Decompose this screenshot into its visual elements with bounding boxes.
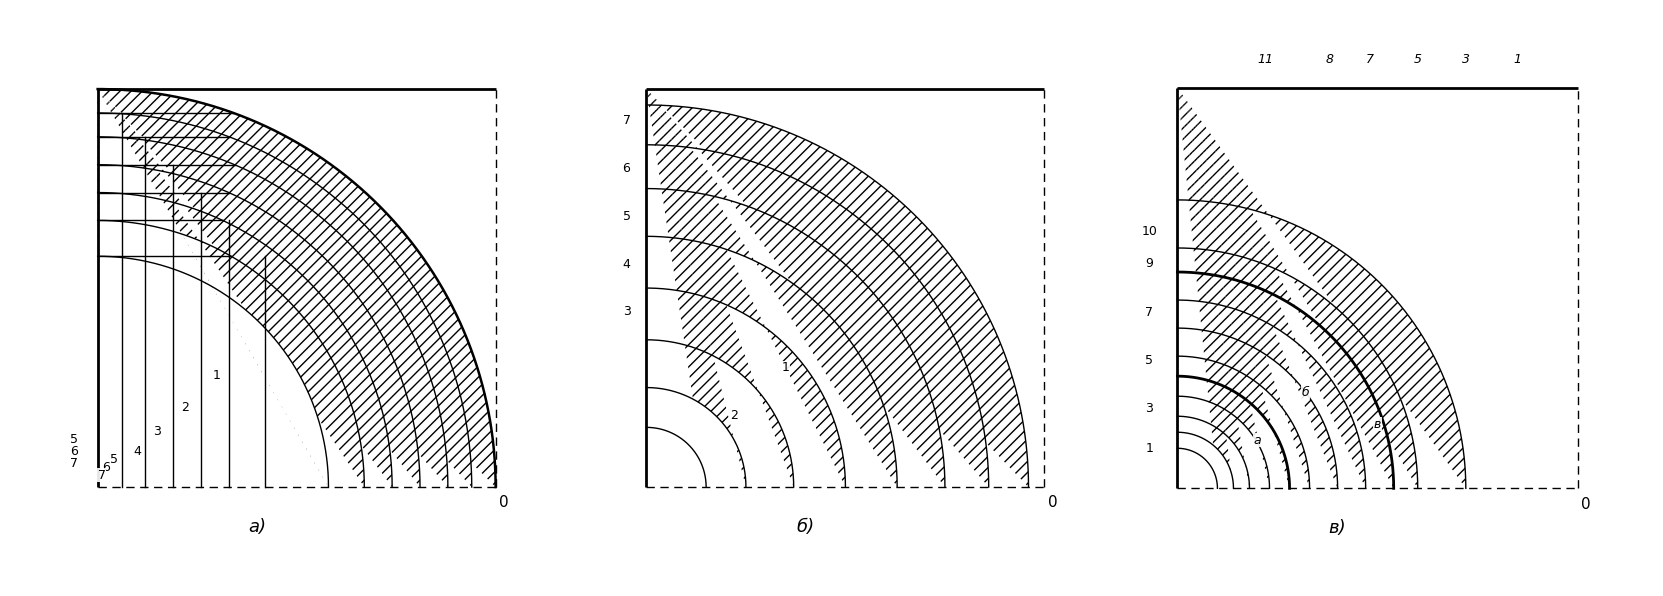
Text: 5: 5 (622, 210, 630, 223)
Polygon shape (647, 89, 1028, 487)
Text: 2: 2 (730, 409, 738, 422)
Text: 2: 2 (181, 401, 190, 414)
Text: 6: 6 (70, 445, 78, 458)
Polygon shape (1177, 88, 1465, 488)
Polygon shape (1177, 88, 1249, 488)
Polygon shape (98, 89, 392, 487)
Text: 1: 1 (782, 361, 790, 374)
Polygon shape (1177, 88, 1309, 488)
Text: 5: 5 (110, 453, 118, 465)
Polygon shape (98, 89, 472, 487)
Polygon shape (1177, 88, 1394, 488)
Text: 3: 3 (153, 425, 161, 438)
Polygon shape (98, 89, 364, 487)
Text: 7: 7 (1146, 306, 1154, 319)
Text: 5: 5 (1146, 353, 1154, 367)
Text: 1: 1 (1146, 442, 1152, 455)
Text: 3: 3 (1146, 402, 1152, 415)
Text: 6: 6 (101, 461, 110, 474)
Polygon shape (647, 89, 896, 487)
Text: 10: 10 (1141, 225, 1157, 238)
Polygon shape (647, 89, 989, 487)
Polygon shape (98, 89, 329, 487)
Polygon shape (1177, 88, 1217, 488)
Polygon shape (1177, 88, 1419, 488)
Polygon shape (98, 89, 421, 487)
Text: б): б) (797, 518, 815, 536)
Text: 5: 5 (1414, 53, 1422, 66)
Polygon shape (98, 89, 496, 487)
Text: в: в (1374, 418, 1382, 431)
Text: 11: 11 (1257, 53, 1274, 66)
Polygon shape (1177, 88, 1289, 488)
Text: б: б (1302, 386, 1309, 399)
Text: 4: 4 (133, 445, 141, 458)
Text: 7: 7 (70, 457, 78, 470)
Polygon shape (1177, 88, 1234, 488)
Polygon shape (1177, 88, 1365, 488)
Polygon shape (1177, 88, 1269, 488)
Text: 1: 1 (1513, 53, 1522, 66)
Text: 9: 9 (1146, 257, 1152, 271)
Polygon shape (647, 89, 945, 487)
Text: 4: 4 (622, 257, 630, 271)
Polygon shape (647, 89, 793, 487)
Text: 5: 5 (70, 433, 78, 446)
Text: 7: 7 (622, 114, 630, 128)
Text: а): а) (248, 518, 266, 536)
Text: 0: 0 (499, 495, 509, 510)
Polygon shape (647, 89, 747, 487)
Text: 0: 0 (1048, 495, 1058, 510)
Text: 1: 1 (213, 369, 221, 382)
Text: а: а (1254, 434, 1261, 447)
Text: 7: 7 (98, 468, 106, 482)
Polygon shape (1177, 88, 1337, 488)
Polygon shape (98, 89, 329, 487)
Text: 3: 3 (1462, 53, 1470, 66)
Text: 7: 7 (1365, 53, 1374, 66)
Text: 3: 3 (622, 305, 630, 318)
Text: 0: 0 (1582, 497, 1591, 512)
Polygon shape (98, 89, 447, 487)
Text: в): в) (1329, 519, 1347, 538)
Polygon shape (647, 89, 707, 487)
Polygon shape (647, 89, 845, 487)
Text: 6: 6 (622, 162, 630, 175)
Text: 8: 8 (1325, 53, 1334, 66)
